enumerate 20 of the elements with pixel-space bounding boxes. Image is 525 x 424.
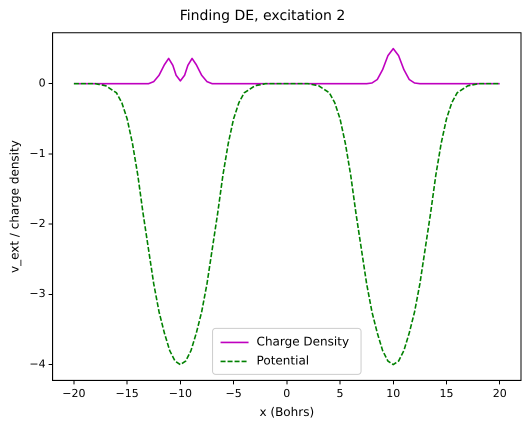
y-tick-label: −4 — [29, 357, 46, 370]
x-tick-label: 10 — [386, 386, 400, 400]
x-axis-title: x (Bohrs) — [259, 404, 314, 419]
x-tick-label: −15 — [116, 386, 139, 400]
x-tick-label: 15 — [439, 386, 454, 400]
x-tick-label: 0 — [283, 386, 290, 400]
y-axis-title: v_ext / charge density — [7, 140, 22, 274]
y-tick-label: −2 — [29, 217, 46, 230]
legend-label: Charge Density — [256, 334, 350, 349]
x-tick-label: −5 — [225, 386, 242, 400]
legend-label: Potential — [256, 354, 310, 368]
line-series — [73, 82, 501, 366]
x-tick-label: −10 — [168, 386, 192, 400]
y-tick-label: −3 — [29, 287, 46, 300]
x-tick-label: 5 — [336, 386, 344, 400]
x-tick-label: −20 — [62, 386, 86, 400]
y-tick-label: 0 — [38, 76, 46, 90]
y-tick-label: −1 — [29, 146, 46, 160]
chart-title: Finding DE, excitation 2 — [180, 8, 346, 24]
x-tick-label: 20 — [492, 386, 507, 400]
